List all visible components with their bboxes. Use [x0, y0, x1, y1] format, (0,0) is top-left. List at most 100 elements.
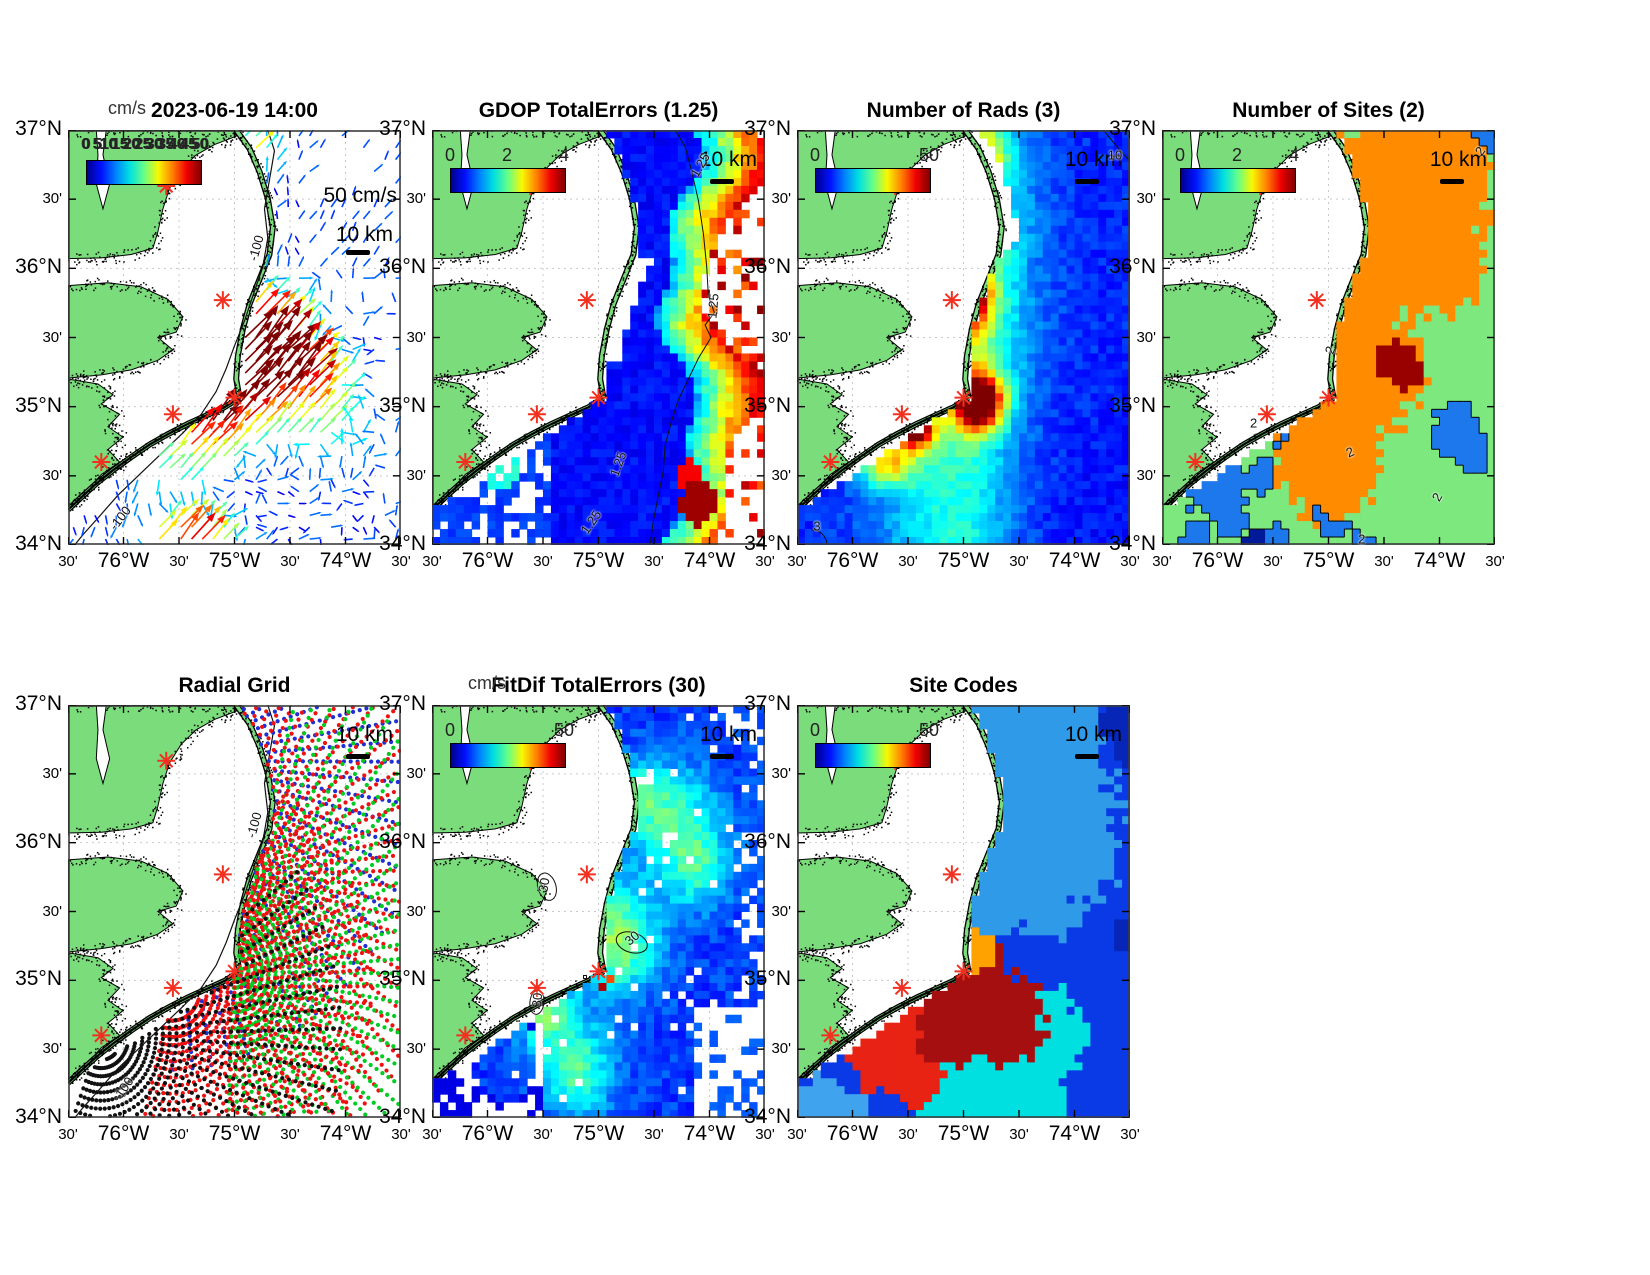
lat-tick-label: 34°N: [15, 1105, 62, 1128]
panel-title: GDOP TotalErrors (1.25): [478, 99, 719, 122]
lat-tick-label: 30': [42, 328, 62, 346]
colorbar-tick: 0: [809, 145, 820, 165]
lon-tick-label: 74°W: [319, 1122, 372, 1145]
contour-label: 1.25: [704, 293, 722, 320]
lon-tick-label: 30': [533, 553, 553, 570]
scale-label: 10 km: [335, 723, 393, 746]
lon-tick-label: 30': [1152, 553, 1172, 570]
map-canvas-numrads: [797, 130, 1130, 545]
scale-label: 10 km: [1064, 148, 1122, 171]
lon-tick-label: 30': [58, 1126, 78, 1143]
lat-tick-label: 35°N: [15, 393, 62, 417]
lon-tick-label: 30': [1120, 553, 1140, 570]
colorbar-tick: 0: [81, 136, 91, 153]
lon-tick-label: 30': [1009, 553, 1029, 570]
lon-tick-label: 74°W: [683, 1122, 736, 1145]
scale-label: 10 km: [699, 148, 757, 171]
lat-tick-label: 30': [406, 1040, 426, 1058]
lat-tick-label: 30': [1136, 466, 1156, 484]
lat-tick-label: 35°N: [15, 967, 62, 991]
colorbar-tick: 5: [92, 136, 102, 153]
lon-tick-label: 74°W: [319, 549, 372, 572]
lon-tick-label: 75°W: [572, 1122, 625, 1145]
panel-totals: 2023-06-19 14:00 cm/s 37°N 30' 36°N 30' 35°N 30…: [15, 98, 411, 572]
lon-tick-label: 30': [1485, 553, 1505, 570]
colorbar-tick: 50: [918, 720, 940, 740]
contour-label: 3: [813, 518, 821, 534]
lon-tick-label: 30': [1120, 1126, 1140, 1143]
lat-tick-label: 30': [406, 902, 426, 920]
panel-title: Number of Sites (2): [1232, 99, 1425, 122]
contour-label: 10: [1107, 147, 1123, 163]
colorbar-tick: 25: [134, 136, 152, 153]
lon-tick-label: 74°W: [1048, 549, 1101, 572]
colorbar: [450, 168, 566, 193]
lon-tick-label: 30': [280, 1126, 300, 1143]
colorbar-tick: 50: [918, 145, 940, 165]
scale-label: 10 km: [1064, 723, 1122, 746]
lon-tick-label: 76°W: [97, 549, 150, 572]
lon-tick-label: 76°W: [97, 1122, 150, 1145]
panel-sitecodes: Site Codes 37°N 30' 36°N 30' 35°N 30' 34°N 30' 76…: [744, 674, 1140, 1145]
lat-tick-label: 36°N: [744, 255, 791, 279]
lat-tick-label: 30': [1136, 190, 1156, 208]
lat-tick-label: 30': [42, 466, 62, 484]
colorbar: [86, 160, 202, 185]
colorbar-tick: 2: [1231, 145, 1242, 165]
lon-tick-label: 30': [1374, 553, 1394, 570]
scale-bar: [710, 179, 734, 184]
lon-tick-label: 74°W: [1048, 1122, 1101, 1145]
colorbar-tick: 50: [553, 720, 575, 740]
contour-label: 2: [1358, 531, 1366, 547]
lat-tick-label: 30': [771, 466, 791, 484]
lat-tick-label: 30': [406, 764, 426, 782]
lat-tick-label: 30': [406, 328, 426, 346]
lat-tick-label: 35°N: [379, 967, 426, 991]
lon-tick-label: 30': [391, 1126, 411, 1143]
lat-tick-label: 34°N: [744, 532, 791, 555]
lon-tick-label: 30': [644, 553, 664, 570]
lon-tick-label: 75°W: [937, 549, 990, 572]
lat-tick-label: 37°N: [744, 117, 791, 140]
lat-tick-label: 37°N: [15, 692, 62, 715]
lon-tick-label: 30': [787, 553, 807, 570]
lon-tick-label: 30': [169, 553, 189, 570]
lat-tick-label: 36°N: [1109, 255, 1156, 279]
lon-tick-label: 76°W: [1191, 549, 1244, 572]
lat-tick-label: 34°N: [744, 1105, 791, 1128]
map-canvas-gdop: [432, 130, 765, 545]
contour-label: 2: [1249, 415, 1258, 431]
lat-tick-label: 35°N: [744, 393, 791, 417]
colorbar-tick: 0: [444, 720, 455, 740]
lon-tick-label: 30': [787, 1126, 807, 1143]
lon-tick-label: 74°W: [683, 549, 736, 572]
lon-tick-label: 30': [422, 1126, 442, 1143]
lat-tick-label: 30': [771, 190, 791, 208]
lon-tick-label: 30': [644, 1126, 664, 1143]
panel-title: Radial Grid: [178, 674, 291, 697]
map-canvas-totals: [68, 130, 401, 545]
colorbar-tick: 4: [1288, 145, 1299, 165]
scale-label: 10 km: [699, 723, 757, 746]
lon-tick-label: 76°W: [826, 549, 879, 572]
panel-title: Site Codes: [909, 674, 1018, 697]
contour-label: 30: [534, 876, 553, 894]
colorbar: [815, 168, 931, 193]
lat-tick-label: 30': [771, 1040, 791, 1058]
scale-bar: [346, 250, 370, 255]
lon-tick-label: 30': [755, 553, 775, 570]
colorbar-tick: 0: [809, 720, 820, 740]
scale-bar: [1440, 179, 1464, 184]
scale-bar: [710, 754, 734, 759]
colorbar: [450, 743, 566, 768]
lon-tick-label: 30': [169, 1126, 189, 1143]
lat-tick-label: 34°N: [379, 532, 426, 555]
lon-tick-label: 74°W: [1413, 549, 1466, 572]
lat-tick-label: 36°N: [15, 829, 62, 853]
panel-numrads: Number of Rads (3) 37°N 30' 36°N 30' 35°N 30' 3…: [744, 99, 1140, 572]
colorbar-tick: 10: [99, 136, 118, 153]
lat-tick-label: 30': [42, 1040, 62, 1058]
panel-gdop: GDOP TotalErrors (1.25) 37°N 30' 36°N 30' 35°…: [379, 99, 775, 572]
lon-tick-label: 75°W: [208, 1122, 261, 1145]
